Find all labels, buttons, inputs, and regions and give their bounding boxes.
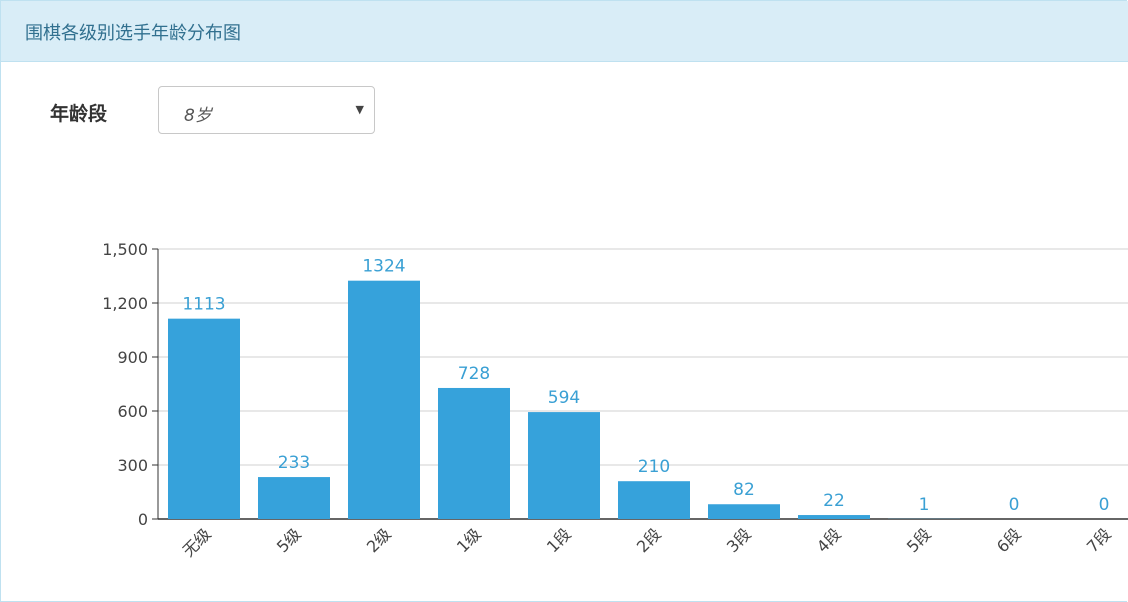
data-label: 728	[458, 364, 490, 384]
x-tick-label: 2级	[363, 524, 395, 556]
y-tick-label: 1,500	[102, 240, 148, 259]
data-label: 82	[733, 480, 755, 500]
chevron-down-icon: ▼	[355, 103, 364, 116]
x-tick-label: 4段	[813, 524, 845, 556]
x-tick-label: 3段	[723, 524, 755, 556]
panel-header: 围棋各级别选手年龄分布图	[1, 1, 1128, 62]
age-group-selected-value: 8岁	[184, 106, 212, 126]
data-label: 1324	[362, 257, 405, 277]
data-label: 0	[1009, 495, 1020, 515]
x-tick-label: 1段	[543, 524, 575, 556]
bar[interactable]	[528, 412, 600, 519]
age-group-select[interactable]: 8岁 ▼	[158, 86, 375, 134]
data-label: 22	[823, 491, 845, 511]
panel-title: 围棋各级别选手年龄分布图	[25, 23, 241, 44]
data-label: 594	[548, 388, 580, 408]
bar[interactable]	[168, 318, 240, 519]
x-tick-label: 无级	[179, 524, 215, 560]
y-tick-label: 1,200	[102, 294, 148, 313]
bar[interactable]	[708, 504, 780, 519]
y-tick-label: 900	[117, 348, 148, 367]
bar[interactable]	[618, 481, 690, 519]
x-tick-label: 2段	[633, 524, 665, 556]
bar[interactable]	[438, 387, 510, 519]
x-tick-label: 5级	[273, 524, 305, 556]
x-tick-label: 6段	[993, 524, 1025, 556]
data-label: 233	[278, 453, 310, 473]
data-label: 0	[1099, 495, 1110, 515]
bar[interactable]	[798, 515, 870, 519]
bar[interactable]	[348, 280, 420, 519]
age-group-label: 年龄段	[50, 103, 108, 125]
data-label: 1113	[182, 295, 225, 315]
y-tick-label: 0	[138, 510, 148, 529]
x-tick-label: 1级	[453, 524, 485, 556]
bar[interactable]	[258, 477, 330, 519]
x-tick-label: 5段	[903, 524, 935, 556]
data-label: 1	[919, 495, 930, 515]
y-tick-label: 300	[117, 456, 148, 475]
data-label: 210	[638, 457, 670, 477]
y-tick-label: 600	[117, 402, 148, 421]
x-tick-label: 7段	[1083, 524, 1115, 556]
